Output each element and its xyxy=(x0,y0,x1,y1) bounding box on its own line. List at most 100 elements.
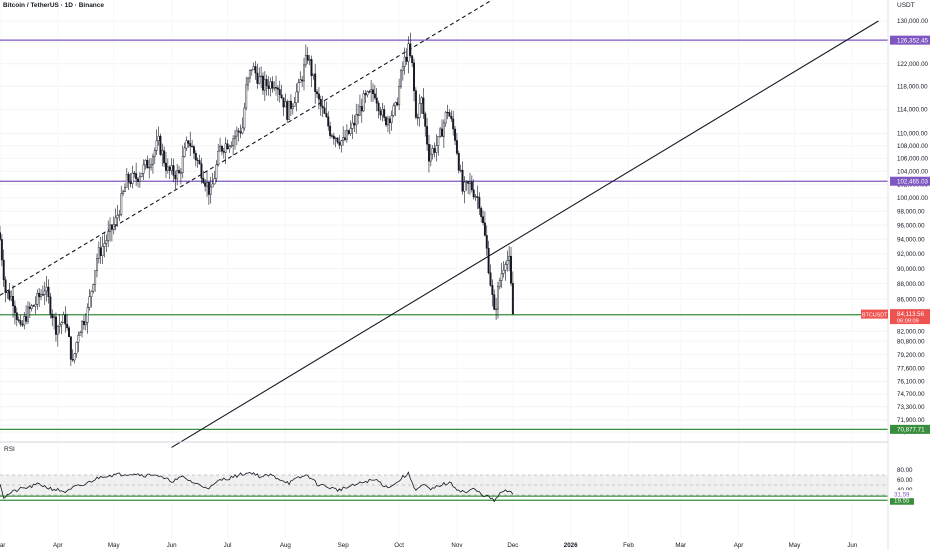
time-tick-6: Sep xyxy=(338,542,350,549)
candle-body xyxy=(345,130,348,140)
candle-body xyxy=(299,79,302,83)
symbol-price-tag-label: BTCUSDT xyxy=(862,312,888,318)
candle-body xyxy=(58,324,61,327)
symbol-price-tag xyxy=(861,309,888,319)
candle-body xyxy=(6,290,9,293)
candle-body xyxy=(411,55,414,63)
candle-body xyxy=(138,176,141,182)
rsi-title[interactable]: RSI xyxy=(4,446,15,453)
candle-body xyxy=(252,66,255,70)
candle-body xyxy=(366,91,369,96)
levels-layer xyxy=(0,39,888,431)
rsi-value-label: 31.59 xyxy=(894,491,910,498)
candle-body xyxy=(504,264,507,271)
candle-body xyxy=(94,270,97,285)
candle-body xyxy=(461,169,464,192)
price-tick-26: 71,900.00 xyxy=(897,417,925,424)
candle-body xyxy=(68,327,70,337)
candle-body xyxy=(13,305,16,313)
candle-body xyxy=(480,208,483,217)
candle-body xyxy=(347,130,350,134)
candle-body xyxy=(413,62,416,91)
candle-body xyxy=(161,150,164,155)
candle-body xyxy=(269,81,272,89)
candle-body xyxy=(228,146,231,150)
price-tick-4: 114,000.00 xyxy=(897,107,928,114)
candle-body xyxy=(478,197,481,209)
candle-body xyxy=(474,196,477,198)
candle-body xyxy=(362,93,365,112)
symbol-title[interactable]: Bitcoin / TetherUS · 1D · Binance xyxy=(3,2,105,9)
candle-body xyxy=(213,178,216,185)
candle-body xyxy=(112,224,115,230)
last-price-label: 84,113.56 xyxy=(897,311,925,318)
candle-body xyxy=(54,316,57,335)
time-axis: Mar Apr May Jun Jul Aug Sep Oct Nov Dec 2026 Feb Mar… xyxy=(0,542,858,549)
candle-body xyxy=(459,169,462,172)
candle-body xyxy=(53,316,56,319)
time-tick-13: Apr xyxy=(734,542,744,549)
candle-body xyxy=(200,163,203,179)
candle-body xyxy=(293,102,296,107)
candle-body xyxy=(209,186,212,195)
candle-body xyxy=(485,235,488,249)
candle-body xyxy=(32,305,35,307)
trendline-solid xyxy=(171,20,879,448)
candle-body xyxy=(36,293,39,305)
candle-body xyxy=(312,73,315,77)
candle-body xyxy=(278,89,281,96)
candle-body xyxy=(340,140,343,146)
candle-body xyxy=(286,101,289,120)
candle-body xyxy=(226,143,229,150)
time-tick-11: Feb xyxy=(623,542,634,549)
candle-body xyxy=(403,56,406,67)
candle-body xyxy=(25,316,28,322)
candle-body xyxy=(155,140,158,151)
rsi-level-label-1: 19.55 xyxy=(894,497,910,504)
candle-body xyxy=(146,160,149,169)
candle-body xyxy=(398,86,401,106)
candle-body xyxy=(10,296,13,300)
candle-body xyxy=(181,156,184,173)
rsi-level-tag-1 xyxy=(890,495,914,505)
candle-body xyxy=(123,186,126,192)
candle-body xyxy=(73,353,76,361)
price-tick-13: 94,000.00 xyxy=(897,236,925,243)
candle-body xyxy=(217,150,220,166)
candle-body xyxy=(170,165,173,171)
candle-body xyxy=(153,150,156,157)
candle-body xyxy=(401,66,404,72)
candle-body xyxy=(394,102,397,107)
candle-body xyxy=(280,94,283,99)
candle-body xyxy=(426,126,429,145)
candles-layer xyxy=(0,32,514,366)
candle-body xyxy=(96,258,98,271)
candle-body xyxy=(276,87,279,90)
candle-body xyxy=(178,170,181,174)
candle-body xyxy=(511,283,514,315)
candle-body xyxy=(77,335,80,343)
candle-body xyxy=(510,255,512,284)
candle-body xyxy=(439,128,442,137)
candle-body xyxy=(206,182,208,187)
candle-body xyxy=(338,141,341,146)
candle-body xyxy=(284,101,287,108)
candle-body xyxy=(51,313,54,319)
candle-body xyxy=(502,269,505,274)
level-price-tag-1 xyxy=(890,176,930,186)
candle-body xyxy=(107,231,110,241)
candle-body xyxy=(159,135,162,155)
level-price-label-1: 102,465.03 xyxy=(897,178,929,185)
candle-body xyxy=(444,111,447,124)
candle-body xyxy=(151,156,154,166)
candle-body xyxy=(207,182,210,195)
candle-body xyxy=(219,146,222,152)
candle-body xyxy=(303,64,305,82)
candle-body xyxy=(355,114,358,126)
candle-body xyxy=(353,122,356,126)
candle-body xyxy=(496,286,499,310)
candle-body xyxy=(463,181,466,192)
candle-body xyxy=(319,99,322,107)
candle-body xyxy=(248,69,251,79)
